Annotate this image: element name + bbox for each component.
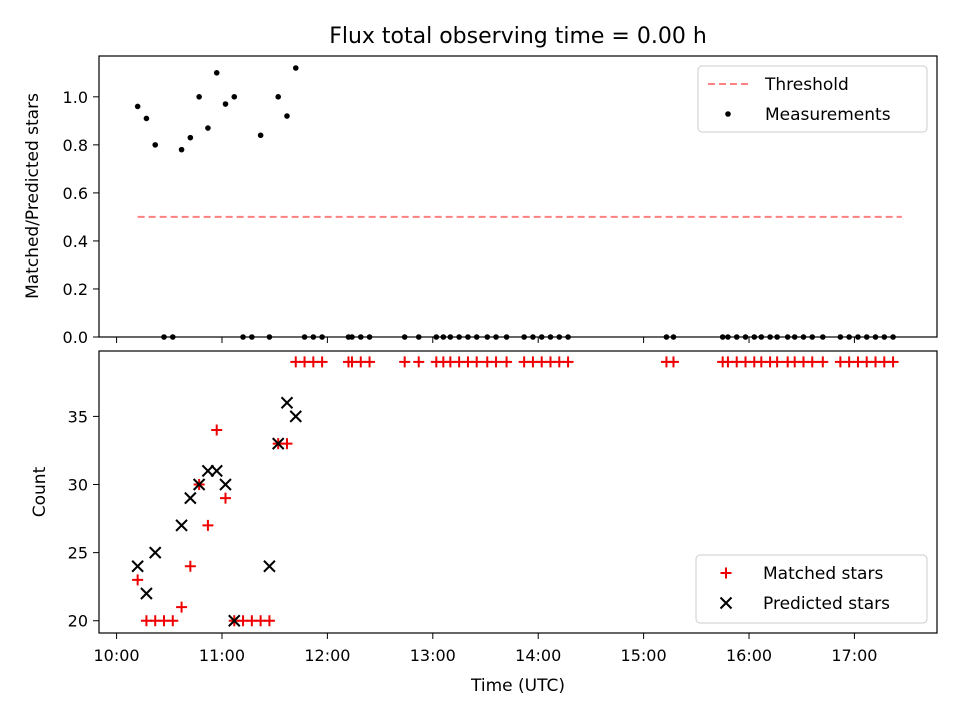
predicted-star-point [280,396,294,409]
bottom-x-ticks: 10:00 11:00 12:00 13:00 14:00 15:00 16:00 17:00 [94,633,877,665]
matched-star-point [219,492,231,504]
bottom-x-tick-label: 11:00 [199,646,245,665]
predicted-star-point [271,437,285,450]
matched-star-point [471,356,483,368]
measurement-point [152,142,159,148]
top-y-tick-label: 0.8 [63,136,88,155]
matched-star-point [132,574,144,586]
matched-star-point [413,356,425,368]
top-panel: 0.0 0.2 0.4 0.6 0.8 1.0 Matched/Predicted sta… [23,55,938,347]
measurement-point [275,94,281,100]
matched-star-point [887,356,899,368]
legend-measurements-label: Measurements [765,105,891,125]
bottom-legend-box [695,554,928,624]
bottom-x-tick-label: 13:00 [410,646,456,665]
top-y-axis-label: Matched/Predicted stars [23,93,43,299]
top-y-tick-label: 0.0 [63,328,88,347]
bottom-x-tick-label: 15:00 [621,646,667,665]
legend-predicted-label: Predicted stars [763,594,890,614]
matched-star-point [806,356,818,368]
legend-threshold-label: Threshold [764,75,849,95]
predicted-star-point [184,491,197,505]
predicted-star-point [140,587,153,600]
predicted-star-point [219,478,232,491]
measurement-point [196,94,202,100]
bottom-x-tick-label: 10:00 [94,646,140,665]
matched-star-point [211,424,223,436]
matched-star-point [167,615,179,627]
bottom-x-tick-label: 17:00 [831,646,877,665]
predicted-star-point [175,519,188,532]
bottom-y-axis-label: Count [30,466,50,517]
top-y-tick-label: 1.0 [63,88,88,107]
matched-star-point [184,560,196,572]
matched-star-point [176,601,188,613]
measurement-point [178,146,185,153]
bottom-y-tick-label: 25 [68,544,88,563]
matched-star-point [562,356,574,368]
matched-star-point [281,438,293,450]
measurement-point [231,94,238,100]
top-y-tick-label: 0.4 [63,232,88,251]
measurement-point [205,125,211,131]
measurement-point [143,115,150,122]
bottom-plot-marks [131,356,899,627]
matched-star-point [667,356,679,368]
legend-predicted-swatch [719,596,733,610]
legend-matched-swatch [720,567,732,579]
predicted-star-point [228,614,241,627]
measurement-point [213,70,220,76]
top-legend: Threshold Measurements [697,65,928,133]
matched-star-point [501,356,513,368]
bottom-axes-frame [98,350,938,634]
matched-star-point [490,356,502,368]
measurement-point [284,113,290,119]
predicted-star-point [192,478,206,491]
bottom-legend: Matched stars Predicted stars [695,554,928,624]
legend-measurements-swatch [725,111,731,117]
bottom-x-tick-label: 14:00 [515,646,561,665]
bottom-y-tick-label: 30 [68,476,88,495]
top-axes-frame [98,55,938,338]
matched-star-point [202,519,214,531]
measurement-point [187,134,194,141]
matched-star-point [771,356,783,368]
top-y-ticks: 0.0 0.2 0.4 0.6 0.8 1.0 [63,88,99,347]
legend-matched-label: Matched stars [763,564,883,584]
top-y-tick-label: 0.6 [63,184,88,203]
legend-predicted-marker [719,596,733,610]
bottom-y-tick-label: 35 [68,407,88,426]
matched-star-point [364,356,376,368]
measurement-point [134,103,141,110]
bottom-x-tick-label: 16:00 [726,646,772,665]
bottom-x-axis-label: Time (UTC) [470,676,565,696]
predicted-star-point [201,464,215,478]
predicted-star-point [289,410,302,423]
top-legend-box [697,65,928,133]
predicted-star-point [131,560,144,573]
measurement-point [257,132,264,139]
top-y-tick-label: 0.2 [63,280,88,299]
predicted-star-point [210,464,223,478]
measurement-point [222,101,229,107]
bottom-panel: 10:00 11:00 12:00 13:00 14:00 15:00 16:00 17:00… [30,350,938,696]
bottom-y-ticks: 20 25 30 35 [68,407,99,631]
matched-star-point [817,356,829,368]
matched-star-point [263,615,275,627]
matched-star-point [399,356,411,368]
legend-matched-marker [720,567,732,579]
top-x-ticks [116,337,855,343]
predicted-star-point [149,546,162,559]
predicted-star-point [263,560,276,573]
bottom-x-tick-label: 12:00 [304,646,350,665]
matched-star-point [316,356,328,368]
measurement-point [292,65,299,71]
bottom-y-tick-label: 20 [68,612,88,631]
figure-title: Flux total observing time = 0.00 h [329,24,707,49]
